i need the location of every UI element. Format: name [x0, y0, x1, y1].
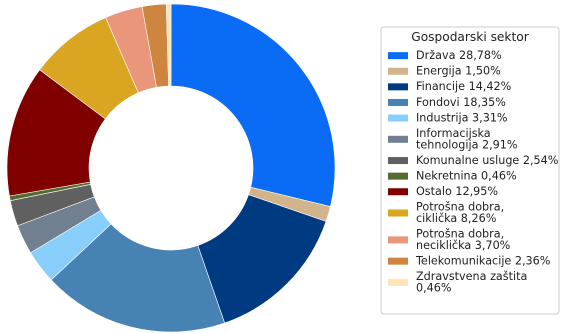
- legend-label: Financije 14,42%: [416, 80, 512, 93]
- legend-swatch: [388, 136, 408, 143]
- legend-label: neciklička 3,70%: [416, 239, 511, 252]
- legend-swatch: [388, 68, 408, 75]
- legend-swatch: [388, 236, 408, 243]
- legend-label: Država 28,78%: [416, 49, 502, 62]
- donut-slices: [7, 4, 335, 332]
- legend-swatch: [388, 173, 408, 180]
- legend-swatch: [388, 258, 408, 265]
- legend-label: 0,46%: [416, 281, 452, 294]
- legend-swatch: [388, 99, 408, 106]
- legend-label: Telekomunikacije 2,36%: [415, 255, 551, 268]
- legend-label: ciklička 8,26%: [416, 212, 497, 225]
- legend-swatch: [388, 83, 408, 90]
- legend-swatch: [388, 52, 408, 59]
- legend-swatch: [388, 210, 408, 217]
- legend-label: tehnologija 2,91%: [416, 138, 518, 151]
- legend-swatch: [388, 115, 408, 122]
- legend: Gospodarski sektor Država 28,78% Energija…: [381, 27, 559, 314]
- legend-swatch: [388, 188, 408, 195]
- legend-swatch: [388, 279, 408, 286]
- slice-0: [171, 4, 335, 207]
- legend-label: Fondovi 18,35%: [416, 96, 506, 109]
- legend-label: Energija 1,50%: [416, 65, 501, 78]
- legend-title: Gospodarski sektor: [411, 30, 529, 44]
- legend-label: Ostalo 12,95%: [416, 185, 498, 198]
- legend-label: Nekretnina 0,46%: [416, 170, 517, 183]
- legend-label: Komunalne usluge 2,54%: [416, 154, 559, 167]
- legend-swatch: [388, 157, 408, 164]
- legend-label: Industrija 3,31%: [416, 111, 508, 124]
